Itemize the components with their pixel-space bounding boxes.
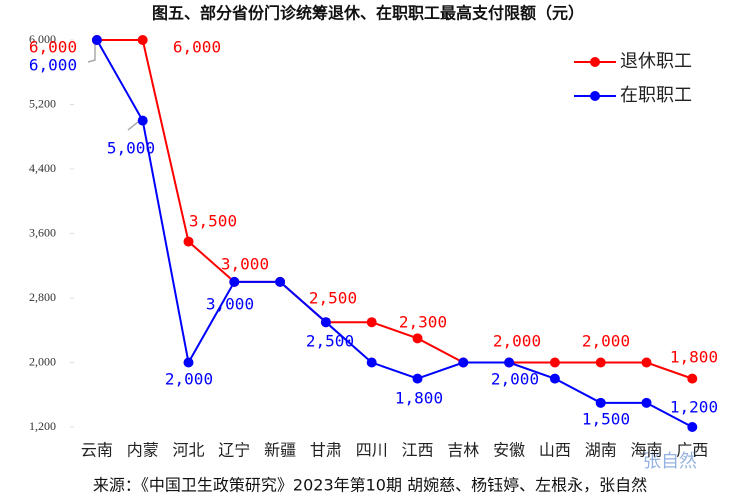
x-tick-label: 安徽 — [493, 441, 525, 460]
leader-line — [127, 121, 139, 131]
leader-line — [87, 42, 96, 63]
x-tick-label: 湖南 — [585, 441, 617, 460]
value-label: 6,000 — [173, 38, 221, 57]
y-tick-label: 2,000 — [29, 354, 56, 368]
value-label: 6,000 — [29, 38, 77, 57]
point — [641, 397, 652, 408]
point — [595, 397, 606, 408]
x-tick-label: 甘肃 — [310, 441, 342, 460]
value-label: 2,000 — [165, 370, 213, 389]
x-tick-label: 四川 — [356, 441, 388, 460]
y-tick-label: 5,200 — [29, 96, 56, 110]
source: 来源：《中国卫生政策研究》2023年第10期 胡婉慈、杨钰婷、左根永，张自然 — [93, 476, 647, 495]
value-label: 3,500 — [189, 212, 237, 231]
point — [595, 357, 606, 368]
line — [96, 39, 693, 428]
point — [366, 317, 377, 328]
line — [96, 39, 693, 380]
value-label: 3,000 — [221, 255, 269, 274]
legend-marker — [590, 57, 600, 67]
value-label: 2,000 — [491, 370, 539, 389]
x-tick-label: 吉林 — [447, 441, 479, 460]
legend-marker — [590, 91, 600, 101]
value-label: 2,300 — [399, 313, 447, 332]
x-tick-label: 新疆 — [264, 441, 296, 460]
chart-title: 图五、部分省份门诊统筹退休、在职职工最高支付限额（元） — [152, 4, 584, 23]
value-label: 1,800 — [670, 348, 718, 367]
x-tick-label: 河北 — [172, 441, 204, 460]
point — [229, 276, 240, 287]
y-tick-label: 3,600 — [29, 225, 56, 239]
point — [91, 35, 102, 45]
y-tick-label: 1,200 — [29, 419, 56, 433]
point — [549, 373, 560, 384]
value-label: 1,200 — [670, 398, 718, 417]
point — [458, 357, 469, 368]
x-tick-label: 内蒙 — [127, 441, 159, 460]
point — [137, 115, 148, 126]
value-label: 3,000 — [206, 295, 254, 314]
value-label: 1,800 — [395, 389, 443, 408]
value-label: 2,000 — [582, 332, 630, 351]
x-tick-label: 云南 — [81, 441, 113, 460]
value-label: 2,000 — [493, 332, 541, 351]
legend-label: 在职职工 — [620, 85, 692, 106]
point — [183, 236, 194, 247]
x-tick-label: 山西 — [539, 441, 571, 460]
point — [412, 333, 423, 344]
point — [549, 357, 560, 368]
point — [183, 357, 194, 368]
point — [504, 357, 515, 368]
point — [137, 35, 148, 45]
value-label: 6,000 — [29, 56, 77, 75]
point — [641, 357, 652, 368]
point — [687, 373, 698, 384]
legend-label: 退休职工 — [620, 51, 692, 72]
point — [320, 317, 331, 328]
y-tick-label: 2,800 — [29, 290, 56, 304]
watermark: 张自然 — [643, 451, 697, 472]
value-label: 1,500 — [582, 410, 630, 429]
point — [366, 357, 377, 368]
value-label: 2,500 — [306, 332, 354, 351]
value-label: 2,500 — [309, 289, 357, 308]
x-tick-label: 江西 — [401, 441, 433, 460]
point — [412, 373, 423, 384]
y-tick-label: 4,400 — [29, 161, 56, 175]
y-tick-label: 6,000 — [29, 32, 56, 46]
x-tick-label: 广西 — [676, 441, 708, 460]
x-tick-label: 海南 — [630, 441, 662, 460]
point — [275, 276, 286, 287]
x-tick-label: 辽宁 — [218, 441, 250, 460]
point — [687, 422, 698, 432]
value-label: 5,000 — [107, 139, 155, 158]
